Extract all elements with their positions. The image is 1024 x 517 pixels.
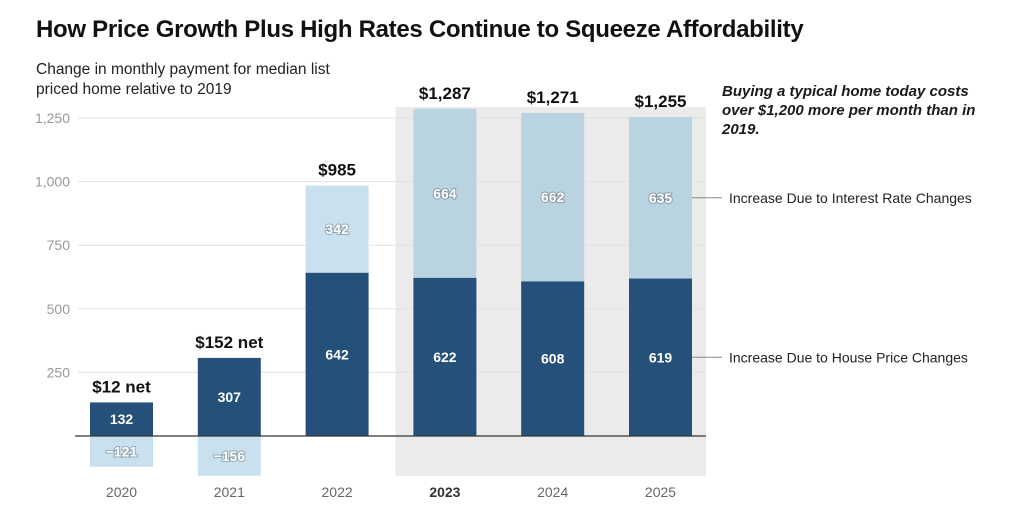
bar-house-price [197,357,261,436]
total-label: $985 [318,161,356,180]
price-value-label: 132 [110,411,134,427]
bar-interest-rate [413,108,477,278]
x-tick-label: 2020 [106,484,137,500]
rate-value-label: −156 [214,448,246,464]
rate-value-label: 662 [541,189,565,205]
x-tick-label: 2024 [537,484,568,500]
x-tick-label: 2023 [429,484,460,500]
y-tick-label: 250 [47,364,71,380]
bar-house-price [305,272,369,436]
price-value-label: 619 [649,349,673,365]
bar-house-price [90,402,153,436]
bar-interest-rate [521,112,585,282]
total-label: $12 net [92,377,151,396]
y-tick-label: 500 [47,301,71,317]
rate-value-label: 342 [325,221,349,237]
price-value-label: 307 [218,389,242,405]
x-tick-label: 2021 [214,484,245,500]
price-value-label: 608 [541,351,565,367]
bar-interest-rate [629,116,692,279]
subtitle-text: Change in monthly payment for median lis… [36,61,330,98]
bar-interest-rate [197,436,261,476]
chart-title: How Price Growth Plus High Rates Continu… [36,16,804,43]
bar-house-price [521,281,585,436]
total-label: $1,255 [635,92,687,111]
bar-interest-rate [90,436,153,467]
bar-house-price [629,278,692,436]
price-value-label: 622 [433,349,457,365]
legend-interest-rate: Increase Due to Interest Rate Changes [729,190,972,206]
bar-house-price [413,277,477,436]
bar-interest-rate [305,185,369,273]
legend-house-price: Increase Due to House Price Changes [729,349,968,365]
total-label: $1,271 [527,88,579,107]
chart-subtitle: Change in monthly payment for median lis… [36,60,336,100]
x-tick-label: 2025 [645,484,676,500]
rate-value-label: 635 [649,190,673,206]
y-tick-label: 1,000 [35,174,70,190]
x-tick-label: 2022 [322,484,353,500]
y-tick-label: 1,250 [35,110,70,126]
rate-value-label: 664 [433,185,457,201]
price-value-label: 642 [325,346,349,362]
total-label: $1,287 [419,84,471,103]
y-tick-label: 750 [47,237,71,253]
rate-value-label: −121 [106,443,138,459]
total-label: $152 net [195,333,263,352]
annotation-note: Buying a typical home today costs over $… [722,83,976,138]
